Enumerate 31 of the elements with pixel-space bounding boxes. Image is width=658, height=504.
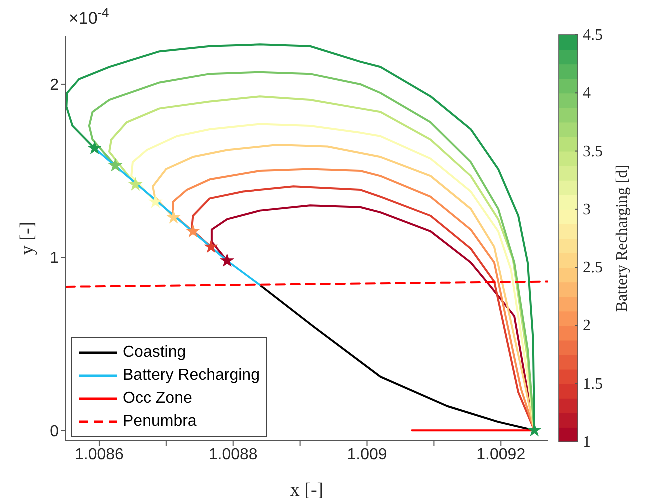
color-bar-label: 2.5 <box>583 260 603 277</box>
y-axis-title: y [-] <box>17 222 38 256</box>
text: ×10$^{-4}$ <box>69 4 110 28</box>
x-tick-label: 1.0092 <box>476 446 526 464</box>
legend-label: Coasting <box>123 344 186 362</box>
color-bar-label: 3 <box>583 201 591 218</box>
point <box>166 210 181 224</box>
color-bar-label: 3.5 <box>583 143 603 160</box>
point <box>204 240 218 254</box>
point <box>148 194 163 208</box>
point <box>108 158 123 172</box>
color-bar-label: 4 <box>583 85 591 102</box>
legend-label: Battery Recharging <box>123 366 260 384</box>
point <box>186 224 200 238</box>
color-bar-label: 2 <box>583 318 591 335</box>
color-bar-label: 1 <box>583 434 591 451</box>
legend-label: Occ Zone <box>123 390 192 408</box>
legend-label: Penumbra <box>123 412 197 430</box>
color-bar-label: 4.5 <box>583 27 603 44</box>
point <box>128 177 143 191</box>
x-tick-label: 1.0088 <box>208 446 258 464</box>
x-tick-label: 1.0086 <box>75 446 124 464</box>
y-tick-label: 0 <box>50 423 60 440</box>
point <box>88 140 102 155</box>
x-tick-label: 1.009 <box>347 446 388 464</box>
color-bar-title: Battery Recharging [d] <box>614 164 631 312</box>
y-tick-label: 1 <box>50 250 60 268</box>
color-bar-label: 1.5 <box>583 376 603 393</box>
x-axis-title: x [-] <box>290 480 324 501</box>
y-tick-label: 2 <box>50 77 60 94</box>
point <box>220 253 235 268</box>
